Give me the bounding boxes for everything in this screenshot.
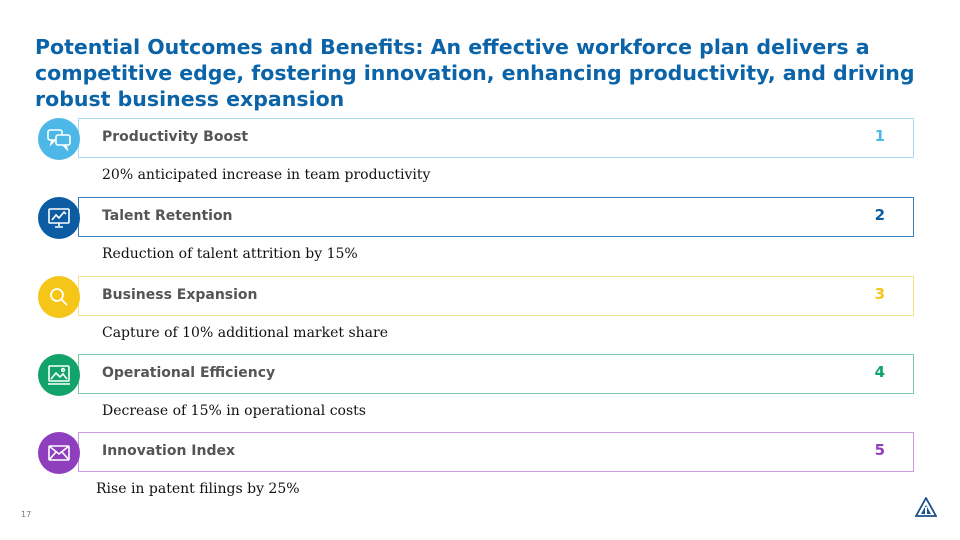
outcome-number: 2 <box>874 206 885 224</box>
outcome-description: 20% anticipated increase in team product… <box>102 167 431 183</box>
outcome-bar <box>78 118 914 158</box>
outcome-number: 1 <box>874 127 885 145</box>
outcome-number: 3 <box>874 285 885 303</box>
outcome-item-operational-efficiency: Operational Efficiency 4 Decrease of 15%… <box>38 354 916 436</box>
outcome-number: 4 <box>874 363 885 381</box>
outcome-item-productivity: Productivity Boost 1 20% anticipated inc… <box>38 118 916 200</box>
outcome-label: Business Expansion <box>102 287 258 303</box>
outcome-description: Decrease of 15% in operational costs <box>102 403 366 419</box>
landscape-screen-icon <box>38 354 80 396</box>
outcome-number: 5 <box>874 441 885 459</box>
slide-number: 17 <box>21 510 32 519</box>
outcome-item-innovation-index: Innovation Index 5 Rise in patent filing… <box>38 432 916 514</box>
chart-monitor-icon <box>38 197 80 239</box>
outcome-label: Productivity Boost <box>102 129 249 145</box>
outcome-bar <box>78 432 914 472</box>
outcome-label: Operational Efficiency <box>102 365 276 381</box>
envelope-icon <box>38 432 80 474</box>
magnifier-icon <box>38 276 80 318</box>
outcome-bar <box>78 276 914 316</box>
outcome-description: Reduction of talent attrition by 15% <box>102 246 358 262</box>
outcome-description: Capture of 10% additional market share <box>102 325 388 341</box>
company-logo <box>914 496 938 517</box>
outcome-label: Innovation Index <box>102 443 236 459</box>
slide-title: Potential Outcomes and Benefits: An effe… <box>35 35 915 111</box>
outcome-bar <box>78 354 914 394</box>
outcome-item-talent-retention: Talent Retention 2 Reduction of talent a… <box>38 197 916 279</box>
outcome-bar <box>78 197 914 237</box>
chat-bubbles-icon <box>38 118 80 160</box>
outcome-description: Rise in patent filings by 25% <box>96 481 300 497</box>
outcome-label: Talent Retention <box>102 208 233 224</box>
outcome-item-business-expansion: Business Expansion 3 Capture of 10% addi… <box>38 276 916 358</box>
